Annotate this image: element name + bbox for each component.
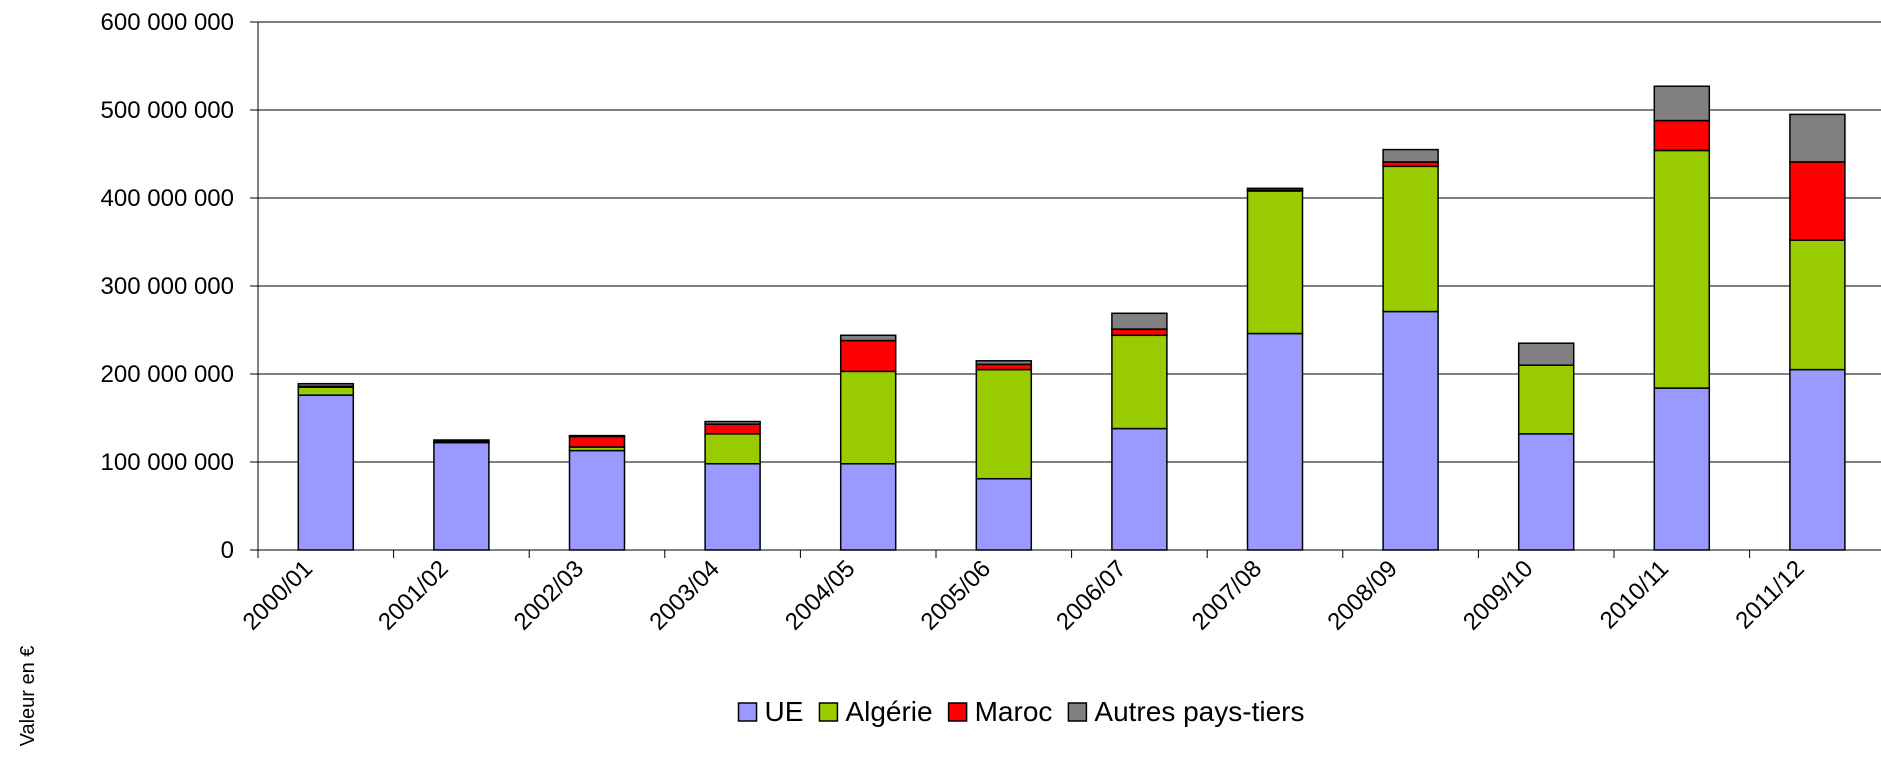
x-tick-label: 2002/03 xyxy=(509,555,589,635)
x-tick-label: 2008/09 xyxy=(1322,555,1402,635)
legend-label: UE xyxy=(765,696,804,727)
bar-segment xyxy=(1789,368,1846,551)
bar-segment xyxy=(1382,165,1439,313)
bar-segment xyxy=(1382,310,1439,551)
bar-segment xyxy=(1653,387,1711,551)
y-tick-label: 600 000 000 xyxy=(101,9,234,36)
bar-segment xyxy=(839,334,897,342)
bar-segment xyxy=(1789,161,1846,241)
y-tick-label: 0 xyxy=(221,537,234,564)
bar-segment xyxy=(1111,334,1168,430)
bar-segment xyxy=(1653,149,1711,389)
bar-segment xyxy=(839,370,897,465)
bar-segment xyxy=(704,463,761,551)
bar-segment xyxy=(975,360,1033,366)
x-tick-label: 2005/06 xyxy=(916,555,996,635)
x-tick-label: 2007/08 xyxy=(1187,555,1267,635)
bar-segment xyxy=(1111,328,1168,337)
bar-segment xyxy=(1789,113,1846,163)
y-tick-label: 500 000 000 xyxy=(101,97,234,124)
bar-segment xyxy=(1246,332,1304,551)
bar-segment xyxy=(1517,433,1575,551)
bar-segment xyxy=(1653,85,1711,122)
y-tick-label: 300 000 000 xyxy=(101,273,234,300)
y-tick-label: 400 000 000 xyxy=(101,185,234,212)
bar-segment xyxy=(1653,119,1711,152)
y-axis-title: Valeur en € xyxy=(17,646,39,747)
bar-segment xyxy=(297,386,355,396)
bar-segment xyxy=(704,433,761,465)
x-tick-label: 2004/05 xyxy=(780,555,860,635)
bar-segment xyxy=(297,394,355,551)
x-tick-label: 2003/04 xyxy=(644,555,724,635)
y-tick-label: 100 000 000 xyxy=(101,449,234,476)
bar-segment xyxy=(1246,190,1304,335)
legend-swatch xyxy=(947,702,968,722)
bar-segment xyxy=(975,477,1033,551)
x-tick-label: 2011/12 xyxy=(1730,555,1809,634)
bar-segment xyxy=(704,423,761,435)
bar-segment xyxy=(1111,312,1168,330)
bar-segment xyxy=(1382,148,1439,163)
x-tick-label: 2006/07 xyxy=(1051,555,1131,635)
x-tick-label: 2000/01 xyxy=(238,555,318,635)
x-tick-label: 2009/10 xyxy=(1458,555,1538,635)
bar-segment xyxy=(975,363,1033,371)
legend-swatch xyxy=(1067,702,1088,722)
x-tick-label: 2010/11 xyxy=(1595,555,1674,634)
legend-swatch xyxy=(818,702,839,722)
legend-label: Autres pays-tiers xyxy=(1094,696,1304,727)
legend-swatch xyxy=(737,702,758,722)
bar-segment xyxy=(975,368,1033,480)
bar-segment xyxy=(1246,187,1304,191)
bar-segment xyxy=(568,435,626,448)
bar-segment xyxy=(433,441,490,551)
bar-segment xyxy=(839,339,897,373)
bar-segment xyxy=(704,420,761,425)
bar-segment xyxy=(1517,342,1575,366)
y-tick-label: 200 000 000 xyxy=(101,361,234,388)
bar-segment xyxy=(839,463,897,551)
bar-segment xyxy=(568,449,626,551)
bar-segment xyxy=(1789,239,1846,371)
legend-label: Algérie xyxy=(845,696,932,727)
legend-label: Maroc xyxy=(975,696,1053,727)
x-tick-label: 2001/02 xyxy=(373,555,453,635)
bar-segment xyxy=(568,434,626,438)
bar-segment xyxy=(1111,427,1168,551)
bar-segment xyxy=(433,439,490,443)
bar-segment xyxy=(1517,364,1575,435)
bar-segment xyxy=(297,382,355,388)
